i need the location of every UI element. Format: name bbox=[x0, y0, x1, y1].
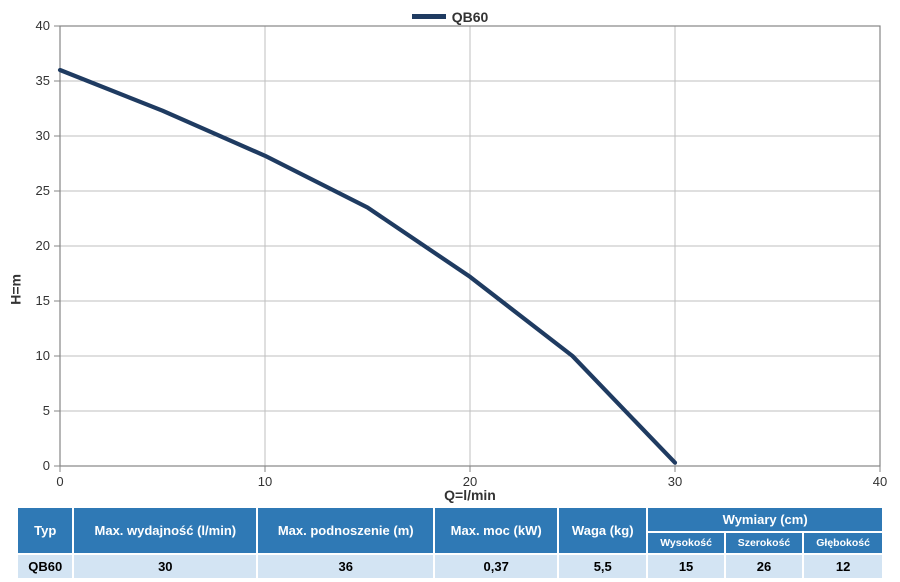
svg-text:5: 5 bbox=[43, 403, 50, 418]
svg-text:0: 0 bbox=[43, 458, 50, 473]
svg-text:40: 40 bbox=[873, 474, 887, 489]
td-max-flow: 30 bbox=[74, 555, 256, 578]
td-max-power: 0,37 bbox=[435, 555, 557, 578]
td-dim-h: 15 bbox=[648, 555, 723, 578]
th-max-head: Max. podnoszenie (m) bbox=[258, 508, 433, 553]
th-max-flow: Max. wydajność (l/min) bbox=[74, 508, 256, 553]
svg-text:30: 30 bbox=[36, 128, 50, 143]
svg-text:15: 15 bbox=[36, 293, 50, 308]
th-weight: Waga (kg) bbox=[559, 508, 646, 553]
th-dim-height: Wysokość bbox=[648, 533, 723, 553]
td-type: QB60 bbox=[18, 555, 72, 578]
table-row: QB60 30 36 0,37 5,5 15 26 12 bbox=[18, 555, 882, 578]
pump-curve-chart: 0102030400510152025303540Q=l/min bbox=[0, 0, 900, 506]
svg-text:0: 0 bbox=[56, 474, 63, 489]
svg-text:25: 25 bbox=[36, 183, 50, 198]
svg-text:Q=l/min: Q=l/min bbox=[444, 487, 496, 503]
th-max-power: Max. moc (kW) bbox=[435, 508, 557, 553]
svg-text:10: 10 bbox=[258, 474, 272, 489]
td-weight: 5,5 bbox=[559, 555, 646, 578]
th-type: Typ bbox=[18, 508, 72, 553]
svg-text:40: 40 bbox=[36, 18, 50, 33]
td-dim-w: 26 bbox=[726, 555, 802, 578]
th-dimensions: Wymiary (cm) bbox=[648, 508, 882, 531]
td-dim-d: 12 bbox=[804, 555, 882, 578]
svg-text:20: 20 bbox=[36, 238, 50, 253]
svg-text:10: 10 bbox=[36, 348, 50, 363]
td-max-head: 36 bbox=[258, 555, 433, 578]
th-dim-depth: Głębokość bbox=[804, 533, 882, 553]
svg-text:35: 35 bbox=[36, 73, 50, 88]
svg-text:30: 30 bbox=[668, 474, 682, 489]
th-dim-width: Szerokość bbox=[726, 533, 802, 553]
spec-table: Typ Max. wydajność (l/min) Max. podnosze… bbox=[16, 506, 884, 580]
